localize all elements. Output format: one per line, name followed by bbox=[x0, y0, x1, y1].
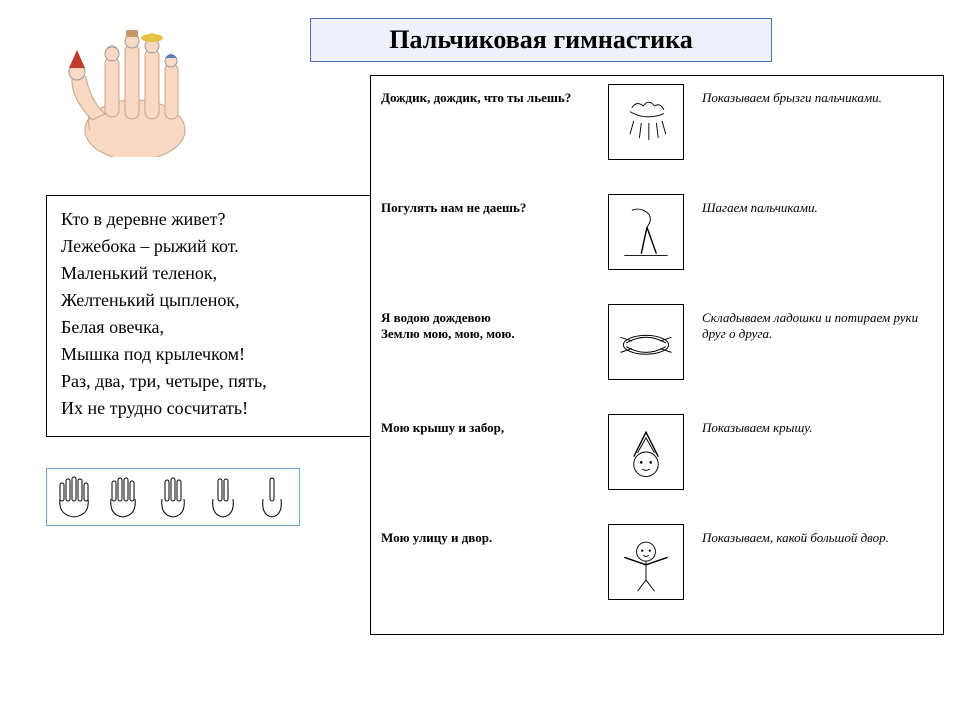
poem-line: Раз, два, три, четыре, пять, bbox=[61, 368, 356, 395]
hand-two-icon bbox=[203, 475, 243, 519]
poem-box: Кто в деревне живет? Лежебока – рыжий ко… bbox=[46, 195, 371, 437]
exercise-illustration bbox=[606, 522, 686, 602]
exercise-verse: Я водою дождевою Землю мою, мою, мою. bbox=[381, 302, 606, 342]
exercise-action: Шагаем пальчиками. bbox=[686, 192, 933, 216]
counting-hands-strip bbox=[46, 468, 300, 526]
exercise-row: Погулять нам не даешь? Шагаем пальчиками… bbox=[371, 186, 943, 278]
exercise-verse: Погулять нам не даешь? bbox=[381, 192, 606, 216]
exercise-illustration bbox=[606, 82, 686, 162]
finger-characters-illustration bbox=[50, 22, 220, 157]
exercise-action: Показываем крышу. bbox=[686, 412, 933, 436]
poem-line: Их не трудно сосчитать! bbox=[61, 395, 356, 422]
hand-five-icon bbox=[54, 475, 94, 519]
exercise-row: Мою улицу и двор. Показываем, какой боль… bbox=[371, 516, 943, 608]
hand-four-icon bbox=[103, 475, 143, 519]
exercise-verse: Дождик, дождик, что ты льешь? bbox=[381, 82, 606, 106]
exercise-row: Мою крышу и забор, Показываем крышу. bbox=[371, 406, 943, 498]
exercise-action: Показываем брызги пальчиками. bbox=[686, 82, 933, 106]
exercise-action: Показываем, какой большой двор. bbox=[686, 522, 933, 546]
poem-line: Мышка под крылечком! bbox=[61, 341, 356, 368]
exercise-verse: Мою улицу и двор. bbox=[381, 522, 606, 546]
poem-line: Кто в деревне живет? bbox=[61, 206, 356, 233]
poem-line: Белая овечка, bbox=[61, 314, 356, 341]
poem-line: Лежебока – рыжий кот. bbox=[61, 233, 356, 260]
exercise-row: Я водою дождевою Землю мою, мою, мою. Ск… bbox=[371, 296, 943, 388]
exercise-illustration bbox=[606, 412, 686, 492]
exercise-illustration bbox=[606, 192, 686, 272]
poem-line: Маленький теленок, bbox=[61, 260, 356, 287]
page-title: Пальчиковая гимнастика bbox=[310, 18, 772, 62]
exercise-illustration bbox=[606, 302, 686, 382]
exercise-table: Дождик, дождик, что ты льешь? Показываем… bbox=[370, 75, 944, 635]
hand-three-icon bbox=[153, 475, 193, 519]
poem-line: Желтенький цыпленок, bbox=[61, 287, 356, 314]
hand-one-icon bbox=[252, 475, 292, 519]
exercise-row: Дождик, дождик, что ты льешь? Показываем… bbox=[371, 76, 943, 168]
exercise-verse: Мою крышу и забор, bbox=[381, 412, 606, 436]
exercise-action: Складываем ладошки и потираем руки друг … bbox=[686, 302, 933, 342]
